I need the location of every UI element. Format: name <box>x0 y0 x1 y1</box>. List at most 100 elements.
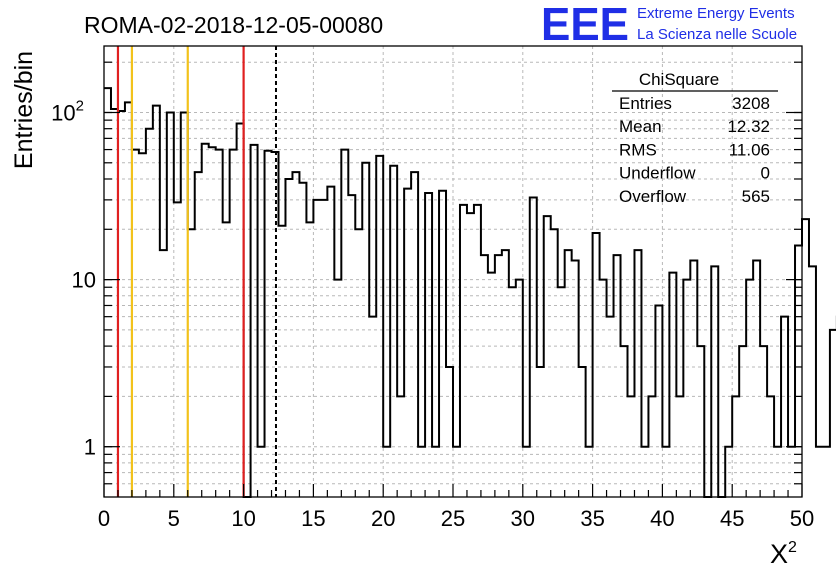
histogram-bin <box>376 156 383 497</box>
x-tick-label: 20 <box>371 506 395 531</box>
stats-label: Overflow <box>619 187 687 206</box>
x-tick-label: 30 <box>511 506 535 531</box>
histogram-bin <box>586 447 593 497</box>
histogram-bin <box>411 172 418 497</box>
histogram-bin <box>502 250 509 497</box>
histogram-bin <box>711 266 718 497</box>
histogram-bin <box>774 447 781 497</box>
y-axis-label: Entries/bin <box>10 51 38 169</box>
histogram-bin <box>341 150 348 497</box>
histogram-outline <box>104 87 836 498</box>
stats-value: 12.32 <box>727 117 770 136</box>
histogram-bin <box>439 191 446 497</box>
stats-value: 0 <box>761 164 770 183</box>
histogram-bin <box>593 233 600 497</box>
histogram-bin <box>362 163 369 497</box>
histogram-bin <box>202 144 209 497</box>
cut-lines <box>116 46 277 497</box>
histogram-bin <box>725 447 732 497</box>
axis-ticks: 0 5 10 15 20 25 30 35 40 45 50 1 10 102 <box>51 61 814 531</box>
eee-logo: EEE Extreme Energy Events La Scienza nel… <box>541 0 797 50</box>
histogram-bin <box>432 447 439 497</box>
histogram-bin <box>739 346 746 497</box>
histogram-bin <box>327 187 334 497</box>
histogram-bin <box>285 179 292 497</box>
histogram-bin <box>614 255 621 497</box>
histogram-bin <box>669 273 676 497</box>
histogram-bin <box>753 261 760 497</box>
histogram-bin <box>690 261 697 497</box>
x-tick-label: 25 <box>441 506 465 531</box>
histogram-bin <box>334 280 341 497</box>
histogram-bin <box>781 317 788 497</box>
histogram-bin <box>320 200 327 497</box>
y-tick-label: 102 <box>51 97 84 125</box>
stats-label: RMS <box>619 140 657 159</box>
y-tick-label: 10 <box>72 268 96 293</box>
histogram-bin <box>537 367 544 497</box>
y-tick-label: 1 <box>84 435 96 460</box>
histogram-bin <box>460 205 467 497</box>
histogram-bin <box>544 216 551 497</box>
histogram-bin <box>607 317 614 497</box>
histogram-bin <box>292 172 299 497</box>
x-tick-label: 0 <box>98 506 110 531</box>
histogram-bin <box>760 346 767 497</box>
histogram-bin <box>558 287 565 497</box>
histogram-bin <box>579 367 586 497</box>
histogram-bin <box>174 202 181 497</box>
histogram-bin <box>676 396 683 497</box>
stats-label: Underflow <box>619 164 696 183</box>
histogram-bin <box>446 367 453 497</box>
x-tick-label: 15 <box>301 506 325 531</box>
x-tick-label: 50 <box>790 506 814 531</box>
histogram-bin <box>823 447 830 497</box>
histogram-bin <box>390 166 397 497</box>
histogram-bin <box>348 195 355 497</box>
histogram-bin <box>313 200 320 497</box>
histogram-bin <box>830 330 836 497</box>
x-tick-label: 40 <box>650 506 674 531</box>
x-tick-label: 5 <box>168 506 180 531</box>
x-axis-label: X2 <box>770 539 797 569</box>
stats-value: 11.06 <box>729 140 770 159</box>
stats-label: Entries <box>619 94 672 113</box>
stats-box: ChiSquare Entries 3208 Mean 12.32 RMS 11.06 Un… <box>612 70 778 206</box>
histogram-bin <box>397 396 404 497</box>
eee-logo-mark: EEE <box>541 0 629 50</box>
histogram-bin <box>383 447 390 497</box>
stats-title: ChiSquare <box>639 70 719 89</box>
histogram-bin <box>223 222 230 497</box>
stats-value: 3208 <box>732 94 770 113</box>
histogram-bin <box>565 250 572 497</box>
x-tick-label: 35 <box>580 506 604 531</box>
x-tick-label: 10 <box>231 506 255 531</box>
histogram-bin <box>802 219 809 497</box>
logo-line-2: La Scienza nelle Scuole <box>637 26 797 43</box>
histogram-bin <box>495 255 502 497</box>
histogram-bin <box>153 106 160 497</box>
histogram-bin <box>816 447 823 497</box>
histogram-bin <box>628 396 635 497</box>
histogram-bin <box>279 226 286 497</box>
histogram-bin <box>258 447 265 497</box>
histogram-bin <box>516 280 523 497</box>
histogram-bin <box>648 396 655 497</box>
histogram-bin <box>404 189 411 497</box>
histogram-bin <box>523 447 530 497</box>
histogram-bin <box>732 396 739 497</box>
histogram-bin <box>195 172 202 497</box>
histogram-bin <box>474 205 481 497</box>
histogram-bin <box>509 287 516 497</box>
histogram <box>104 87 836 498</box>
histogram-bin <box>697 346 704 497</box>
histogram-bin <box>641 447 648 497</box>
histogram-bin <box>467 213 474 497</box>
histogram-bin <box>306 222 313 497</box>
histogram-bin <box>453 447 460 497</box>
stats-value: 565 <box>742 187 770 206</box>
histogram-bin <box>634 250 641 497</box>
histogram-bin <box>600 280 607 497</box>
histogram-bin <box>809 266 816 497</box>
